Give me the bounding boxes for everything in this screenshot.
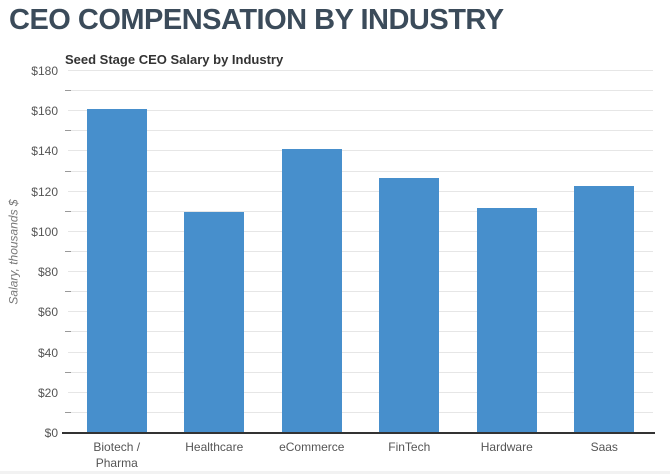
x-tick-label: Hardware (458, 440, 556, 471)
bar (476, 207, 537, 433)
gridline (68, 371, 653, 373)
y-tick-label: $160 (31, 104, 58, 119)
x-axis-line (62, 432, 655, 434)
y-tick-label: $140 (31, 144, 58, 159)
gridline (68, 110, 653, 112)
x-tick-label: Biotech / Pharma (68, 440, 166, 471)
gridline (68, 291, 653, 293)
y-tick-label: $60 (37, 305, 58, 320)
gridline (68, 271, 653, 273)
bars-row (68, 71, 653, 433)
plot-area (65, 70, 653, 433)
chart-title: Seed Stage CEO Salary by Industry (65, 52, 284, 67)
x-tick-label: FinTech (361, 440, 459, 471)
gridline (68, 230, 653, 232)
y-tick-label: $20 (37, 385, 58, 400)
y-tick-label: $120 (31, 184, 58, 199)
gridline (68, 130, 653, 132)
page-title: CEO COMPENSATION BY INDUSTRY (9, 4, 504, 36)
x-tick-label: Healthcare (166, 440, 264, 471)
gridline (68, 311, 653, 313)
gridline (68, 411, 653, 413)
gridline (68, 351, 653, 353)
bar (184, 211, 245, 433)
y-tick-label: $0 (44, 426, 58, 440)
x-tick-label-text: Healthcare (185, 440, 244, 454)
y-tick-label: $100 (31, 224, 58, 239)
bar-column (68, 71, 166, 433)
bar (574, 185, 635, 433)
y-minor-tick (65, 331, 71, 333)
gridline (68, 190, 653, 192)
x-tick-label-text: eCommerce (279, 440, 345, 454)
x-tick-label: eCommerce (263, 440, 361, 471)
y-tick-label: $40 (37, 345, 58, 360)
bar-column (556, 71, 654, 433)
gridline (68, 150, 653, 152)
x-axis-labels: Biotech / Pharma Healthcare eCommerce FinTe… (68, 440, 653, 471)
x-tick-label: Saas (556, 440, 654, 471)
x-tick-label-text: Saas (590, 440, 618, 454)
bar (281, 149, 342, 433)
gridline (68, 70, 653, 71)
y-minor-tick (65, 130, 71, 132)
x-tick-label-text: Biotech / Pharma (93, 440, 141, 470)
y-minor-tick (65, 411, 71, 413)
gridline (68, 391, 653, 393)
gridline (68, 331, 653, 333)
y-tick-label: $80 (37, 265, 58, 280)
gridline (68, 251, 653, 252)
y-axis-labels: $0 $20 $40 $60 $80 $100 $120 $140 $160 $180 (0, 64, 62, 440)
y-minor-tick (65, 251, 71, 252)
y-minor-tick (65, 291, 71, 293)
x-tick-label-text: Hardware (480, 440, 533, 454)
bottom-divider (0, 471, 670, 474)
bar (86, 109, 147, 433)
y-minor-tick (65, 210, 71, 212)
y-minor-tick (65, 371, 71, 373)
bar-column (166, 71, 264, 433)
gridline (68, 90, 653, 92)
bar-column (458, 71, 556, 433)
bar (379, 177, 440, 433)
y-tick-label: $180 (31, 64, 58, 78)
gridline (68, 210, 653, 212)
y-minor-tick (65, 170, 71, 172)
bar-column (263, 71, 361, 433)
bar-column (361, 71, 459, 433)
gridline (68, 170, 653, 172)
x-tick-label-text: FinTech (388, 440, 431, 454)
y-minor-tick (65, 90, 71, 92)
